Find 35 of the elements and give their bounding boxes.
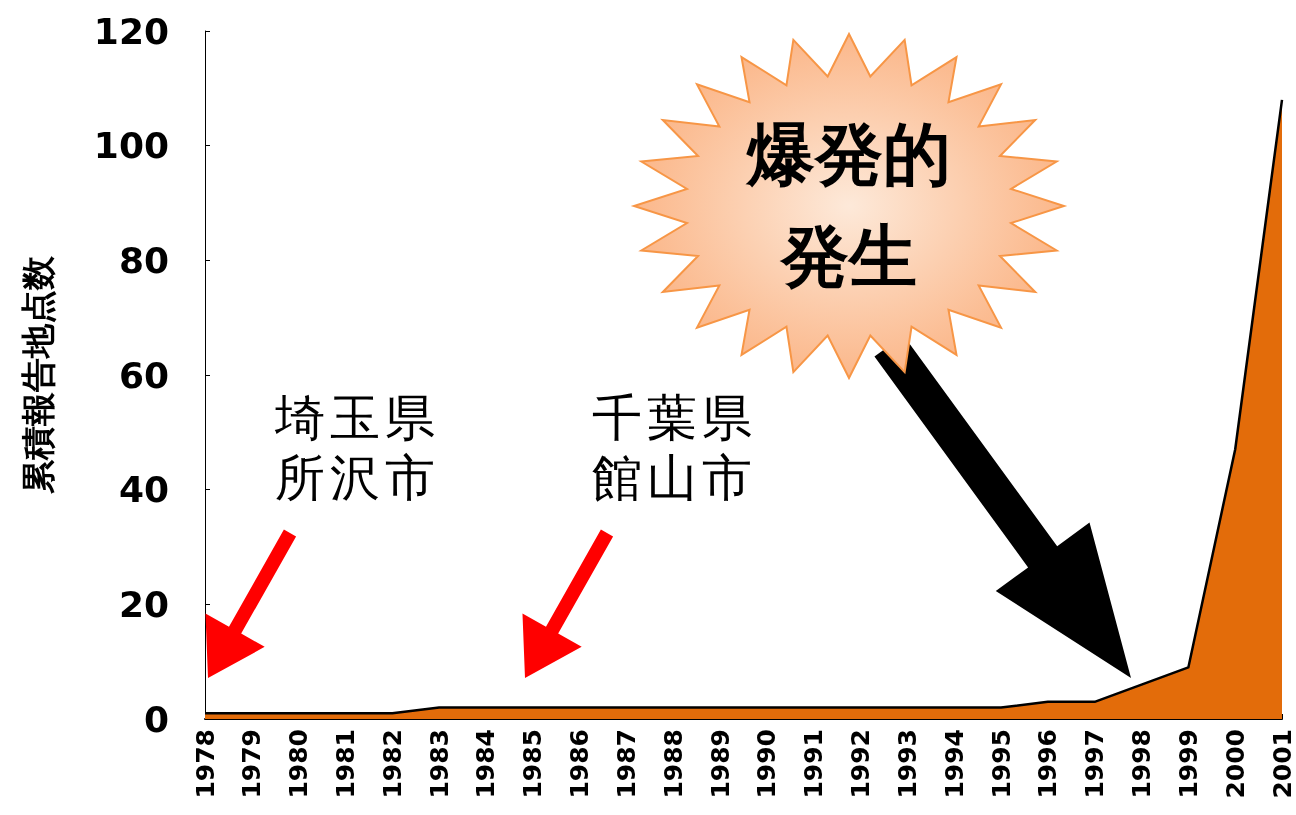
x-tick-label: 2000 (1220, 729, 1250, 799)
annotation: 埼玉県所沢市 (275, 388, 441, 508)
x-tick-label: 1997 (1080, 729, 1110, 799)
x-tick-label: 2001 (1267, 729, 1296, 799)
x-tick-label: 1980 (284, 729, 314, 799)
annotation: 千葉県館山市 (592, 388, 758, 508)
y-tick-label: 0 (143, 698, 169, 740)
y-tick-label: 40 (118, 469, 169, 511)
x-tick-label: 1981 (330, 729, 360, 799)
x-tick-label: 1996 (1033, 729, 1063, 799)
x-tick-label: 1983 (424, 729, 454, 799)
y-tick-label: 80 (118, 239, 169, 281)
y-tick-label: 60 (118, 354, 169, 396)
y-tick-label: 20 (118, 583, 169, 625)
x-tick-label: 1999 (1173, 729, 1203, 799)
x-tick-label: 1990 (752, 729, 782, 799)
y-tick-label: 120 (93, 10, 169, 52)
x-tick-label: 1991 (799, 729, 829, 799)
y-tick-label: 100 (93, 125, 169, 167)
x-tick-label: 1989 (705, 729, 735, 799)
x-tick-label: 1992 (846, 729, 876, 799)
x-tick-label: 1993 (892, 729, 922, 799)
x-tick-label: 1998 (1127, 729, 1157, 799)
x-tick-label: 1979 (237, 729, 267, 799)
x-tick-label: 1995 (986, 729, 1016, 799)
x-tick-label: 1984 (471, 729, 501, 799)
x-tick-label: 1987 (611, 729, 641, 799)
x-tick-label: 1978 (190, 729, 220, 799)
x-tick-label: 1985 (518, 729, 548, 799)
y-axis-title: 累積報告地点数 (18, 255, 58, 494)
x-tick-label: 1994 (939, 729, 969, 799)
x-tick-label: 1986 (565, 729, 595, 799)
annotation: 爆発的発生 (745, 114, 952, 298)
x-tick-label: 1988 (658, 729, 688, 799)
x-tick-label: 1982 (377, 729, 407, 799)
